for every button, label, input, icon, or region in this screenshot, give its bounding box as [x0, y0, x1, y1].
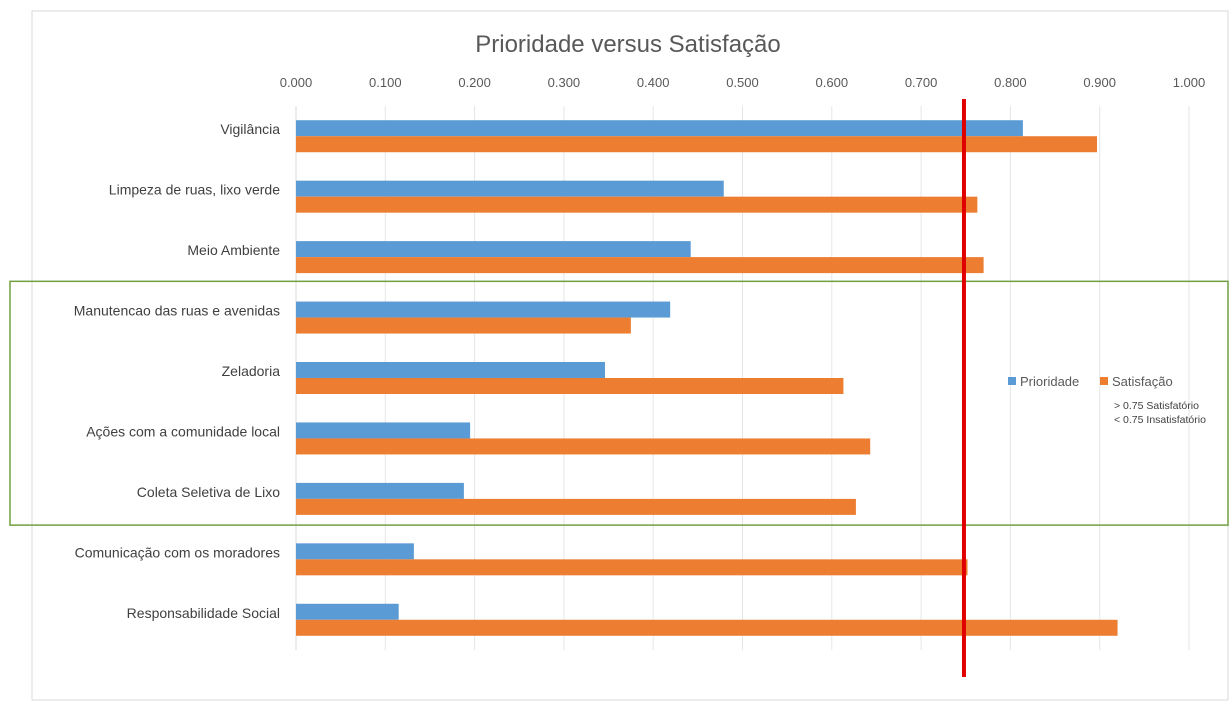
- category-label: Manutencao das ruas e avenidas: [74, 303, 280, 319]
- x-tick-label: 0.800: [994, 75, 1027, 90]
- bar-prioridade: [296, 362, 605, 378]
- bar-prioridade: [296, 603, 399, 620]
- bar-prioridade: [296, 180, 724, 197]
- category-label: Responsabilidade Social: [127, 605, 280, 621]
- category-label: Comunicação com os moradores: [75, 544, 280, 560]
- bar-satisfacao: [296, 378, 844, 394]
- category-label: Vigilância: [220, 121, 280, 137]
- bar-satisfacao: [296, 559, 968, 576]
- bar-prioridade: [296, 543, 414, 560]
- x-tick-label: 0.500: [726, 75, 759, 90]
- bars: [296, 120, 1118, 636]
- annotation-text: > 0.75 Satisfatório: [1114, 400, 1199, 412]
- x-tick-label: 0.100: [369, 75, 402, 90]
- category-label: Meio Ambiente: [187, 242, 280, 258]
- x-tick-label: 0.900: [1083, 75, 1116, 90]
- category-labels: Vigilância Limpeza de ruas, lixo verde Mei…: [74, 121, 280, 621]
- legend-swatch: [1100, 377, 1108, 385]
- x-axis-ticks: 0.000 0.100 0.200 0.300 0.400 0.500 0.600 0.700…: [280, 75, 1206, 90]
- bar-satisfacao: [296, 619, 1118, 636]
- bar-satisfacao: [296, 498, 856, 515]
- bar-prioridade: [296, 241, 691, 258]
- highlight-box: [9, 280, 1229, 526]
- x-tick-label: 0.300: [548, 75, 581, 90]
- category-label: Zeladoria: [222, 363, 281, 379]
- category-label: Limpeza de ruas, lixo verde: [109, 182, 280, 198]
- bar-prioridade: [296, 482, 464, 499]
- bar-prioridade: [296, 120, 1023, 137]
- annotation-text: < 0.75 Insatisfatório: [1114, 414, 1206, 426]
- bar-satisfacao: [296, 257, 984, 274]
- category-label: Ações com a comunidade local: [86, 423, 280, 439]
- chart-title: Prioridade versus Satisfação: [475, 31, 780, 58]
- bar-satisfacao: [296, 136, 1098, 153]
- bar-prioridade: [296, 301, 671, 318]
- legend-label: Satisfação: [1112, 374, 1173, 389]
- x-tick-label: 0.200: [458, 75, 491, 90]
- chart-frame: [31, 10, 1229, 701]
- bar-satisfacao: [296, 196, 978, 213]
- x-tick-label: 0.600: [816, 75, 849, 90]
- overlays: [9, 99, 1229, 677]
- x-tick-label: 1.000: [1173, 75, 1206, 90]
- bar-prioridade: [296, 422, 471, 439]
- x-tick-label: 0.700: [905, 75, 938, 90]
- bar-satisfacao: [296, 317, 631, 334]
- category-label: Coleta Seletiva de Lixo: [137, 484, 280, 500]
- legend: Prioridade Satisfação: [1008, 374, 1173, 389]
- annotations: > 0.75 Satisfatório < 0.75 Insatisfatório: [1114, 400, 1206, 426]
- legend-swatch: [1008, 377, 1016, 385]
- bar-satisfacao: [296, 438, 871, 455]
- legend-label: Prioridade: [1020, 374, 1079, 389]
- x-tick-label: 0.400: [637, 75, 670, 90]
- x-tick-label: 0.000: [280, 75, 313, 90]
